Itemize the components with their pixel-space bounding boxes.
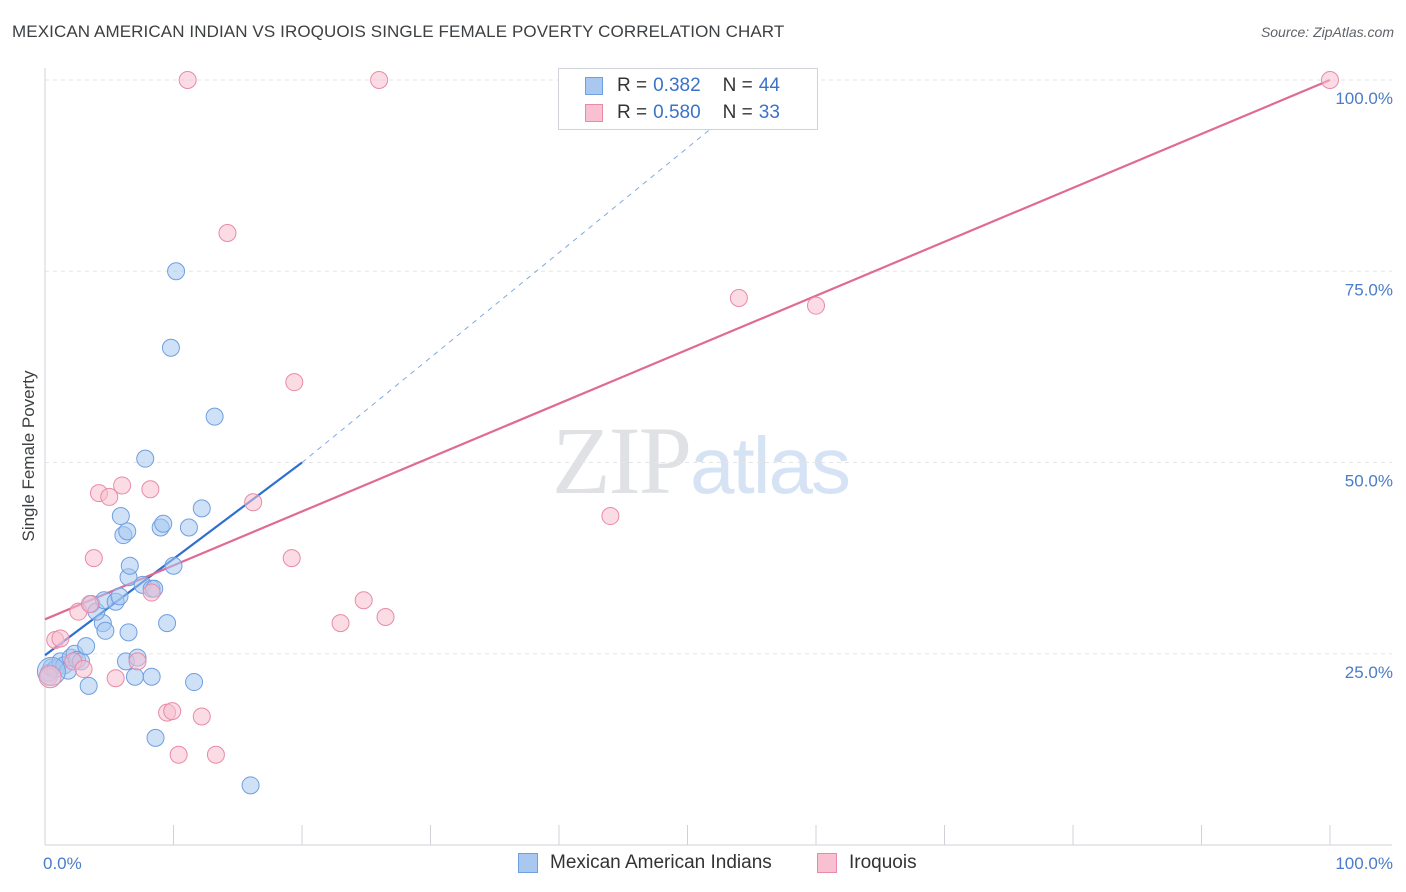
- y-tick-label: 50.0%: [1345, 472, 1393, 491]
- data-point: [128, 652, 147, 671]
- data-point: [179, 518, 198, 537]
- data-point: [163, 702, 182, 721]
- data-point: [119, 623, 138, 642]
- data-point: [167, 262, 186, 281]
- series-legend: Mexican American Indians Iroquois: [0, 852, 1406, 878]
- tick-labels: 25.0% 50.0% 75.0% 100.0% 0.0% 100.0%: [43, 89, 1393, 873]
- data-point: [142, 667, 161, 686]
- x-tick-label: 100.0%: [1335, 854, 1393, 873]
- data-point: [161, 338, 180, 357]
- data-point: [331, 614, 350, 633]
- n-label: N =: [722, 75, 753, 96]
- data-point: [601, 507, 620, 526]
- data-point: [729, 289, 748, 308]
- legend-item-mexican: Mexican American Indians: [518, 852, 772, 874]
- data-points: [36, 71, 1339, 795]
- trend-line-extension: [301, 94, 753, 463]
- data-point: [282, 549, 301, 568]
- data-point: [241, 776, 260, 795]
- trend-lines: [44, 78, 1331, 657]
- legend-label-mexican: Mexican American Indians: [550, 852, 772, 873]
- data-point: [100, 487, 119, 506]
- legend-label-iroquois: Iroquois: [849, 852, 917, 873]
- chart-title: MEXICAN AMERICAN INDIAN VS IROQUOIS SING…: [12, 22, 785, 41]
- data-point: [376, 608, 395, 627]
- data-point: [96, 621, 115, 640]
- data-point: [79, 676, 98, 695]
- data-point: [244, 493, 263, 512]
- n-value: 44: [758, 75, 780, 96]
- legend-swatch-iroquois: [585, 104, 603, 122]
- legend-swatch-iroquois: [817, 853, 837, 873]
- stats-legend: R = 0.382 N = 44 R = 0.580 N = 33: [558, 68, 818, 130]
- data-point: [192, 707, 211, 726]
- data-point: [74, 660, 93, 679]
- data-point: [77, 637, 96, 656]
- legend-row-iroquois: R = 0.580 N = 33: [585, 101, 780, 125]
- trend-line: [44, 78, 1331, 621]
- axes: [44, 68, 1392, 846]
- r-value: 0.382: [653, 75, 701, 96]
- legend-row-mexican: R = 0.382 N = 44: [585, 74, 780, 98]
- data-point: [141, 480, 160, 499]
- watermark-zip: ZIP: [552, 407, 692, 514]
- watermark-atlas: atlas: [690, 421, 851, 510]
- legend-swatch-mexican: [585, 77, 603, 95]
- y-tick-label: 100.0%: [1335, 89, 1393, 108]
- data-point: [154, 514, 173, 533]
- data-point: [218, 224, 237, 242]
- data-point: [136, 449, 155, 468]
- r-label: R =: [617, 102, 648, 123]
- data-point: [354, 591, 373, 610]
- data-point: [106, 669, 125, 688]
- data-point: [125, 667, 144, 686]
- y-tick-label: 75.0%: [1345, 280, 1393, 299]
- data-point: [111, 507, 130, 526]
- n-label: N =: [722, 102, 753, 123]
- legend-item-iroquois: Iroquois: [817, 852, 917, 874]
- data-point: [178, 71, 197, 89]
- data-point: [164, 556, 183, 575]
- data-point: [110, 587, 129, 606]
- data-point: [169, 745, 188, 764]
- data-point: [113, 476, 132, 495]
- data-point: [142, 583, 161, 602]
- watermark: ZIPatlas: [552, 405, 851, 516]
- data-point: [285, 373, 304, 392]
- data-point: [146, 728, 165, 747]
- y-tick-label: 25.0%: [1345, 663, 1393, 682]
- data-point: [185, 673, 204, 692]
- data-point: [205, 407, 224, 426]
- data-point: [807, 296, 825, 315]
- source-label: Source: ZipAtlas.com: [1260, 24, 1394, 40]
- data-point: [1321, 71, 1339, 89]
- legend-swatch-mexican: [518, 853, 538, 873]
- data-point: [38, 665, 62, 689]
- data-point: [158, 614, 177, 633]
- data-point: [192, 499, 211, 518]
- data-point: [370, 71, 389, 89]
- data-point: [84, 549, 103, 568]
- grid-lines: [45, 79, 1392, 655]
- data-point: [80, 595, 99, 614]
- data-point: [120, 556, 139, 575]
- data-point: [51, 629, 70, 648]
- x-tick-label: 0.0%: [43, 854, 82, 873]
- data-point: [118, 522, 137, 541]
- r-label: R =: [617, 75, 648, 96]
- data-point: [206, 745, 225, 764]
- r-value: 0.580: [653, 102, 701, 123]
- n-value: 33: [758, 102, 780, 123]
- y-axis-title: Single Female Poverty: [19, 370, 38, 542]
